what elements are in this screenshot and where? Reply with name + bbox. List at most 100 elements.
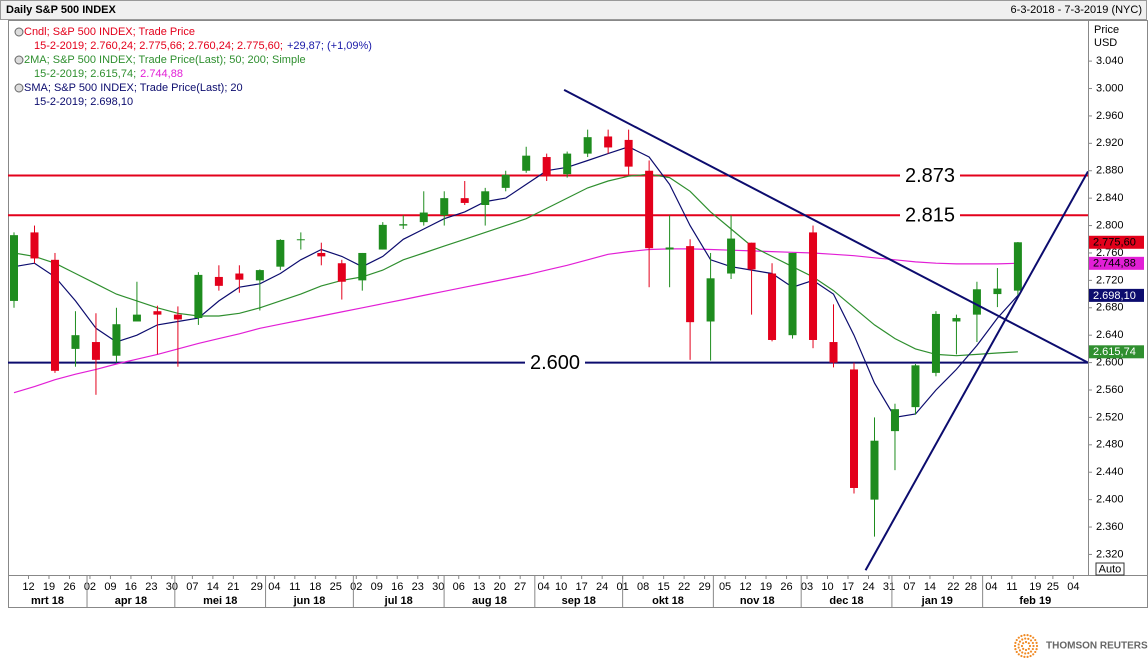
x-tick-label: 29 <box>251 581 263 593</box>
x-tick-label: 21 <box>227 581 239 593</box>
logo-dot <box>1021 651 1024 654</box>
level-label-bg <box>900 164 960 187</box>
level-label-bg <box>900 204 960 227</box>
x-tick-label: 08 <box>637 581 649 593</box>
x-tick-label: 04 <box>1067 581 1079 593</box>
x-tick-label: 22 <box>947 581 959 593</box>
candle-body <box>522 155 531 171</box>
date-range: 6-3-2018 - 7-3-2019 (NYC) <box>1011 4 1142 16</box>
candle-body <box>850 369 858 488</box>
x-tick-label: 06 <box>453 581 465 593</box>
candle-body <box>112 324 121 356</box>
candle-body <box>194 274 203 319</box>
candle-body <box>30 232 39 259</box>
candle-body <box>665 247 674 250</box>
legend-icon <box>14 55 24 65</box>
chart-title: Daily S&P 500 INDEX <box>6 4 117 16</box>
x-tick-label: 28 <box>965 581 977 593</box>
candle-body <box>173 314 182 320</box>
legend-icon <box>14 83 24 93</box>
logo-dot <box>1027 642 1030 645</box>
y-tick-label: 2.600 <box>1096 356 1124 368</box>
month-label: jul 18 <box>384 595 413 607</box>
candle-body <box>255 270 264 281</box>
y-tick-label: 2.760 <box>1096 247 1124 259</box>
x-tick-label: 09 <box>104 581 116 593</box>
legend-text: 15-2-2019; 2.760,24; 2.775,66; 2.760,24;… <box>34 40 283 52</box>
y-axis-title: USD <box>1094 37 1117 49</box>
moving-average-line <box>13 146 1019 419</box>
x-tick-label: 24 <box>596 581 608 593</box>
x-tick-label: 12 <box>22 581 34 593</box>
logo-dot <box>1031 641 1034 645</box>
logo-dot <box>1014 647 1017 651</box>
x-tick-label: 31 <box>883 581 895 593</box>
candle-body <box>132 314 141 322</box>
logo-dot <box>1022 647 1025 650</box>
logo-dot <box>1023 634 1026 637</box>
x-tick-label: 25 <box>330 581 342 593</box>
x-tick-label: 26 <box>63 581 75 593</box>
price-badge <box>1089 345 1144 359</box>
logo-dot <box>1024 640 1028 644</box>
candle-body <box>624 139 633 167</box>
x-tick-label: 17 <box>576 581 588 593</box>
candle-body <box>501 174 510 188</box>
logo-dot <box>1026 634 1029 637</box>
logo-dot <box>1013 644 1017 648</box>
x-tick-label: 04 <box>985 581 997 593</box>
x-tick-label: 04 <box>268 581 280 593</box>
candle-body <box>50 259 59 371</box>
price-badge-label: 2.744,88 <box>1093 258 1136 270</box>
candle-body <box>276 239 285 267</box>
candle-body <box>604 136 613 148</box>
legend-text: 2.744,88 <box>140 68 183 80</box>
logo-dot <box>1023 655 1026 658</box>
x-tick-label: 04 <box>537 581 549 593</box>
x-tick-label: 03 <box>801 581 813 593</box>
x-tick-label: 19 <box>1029 581 1041 593</box>
x-tick-label: 11 <box>289 581 300 593</box>
x-tick-label: 23 <box>412 581 424 593</box>
month-label: nov 18 <box>740 595 775 607</box>
logo-dot <box>1020 644 1024 648</box>
logo-dot <box>1014 641 1017 645</box>
x-tick-label: 25 <box>1047 581 1059 593</box>
x-tick-label: 07 <box>903 581 915 593</box>
logo-icon <box>1013 634 1039 658</box>
month-label: aug 18 <box>472 595 507 607</box>
y-tick-label: 2.960 <box>1096 110 1124 122</box>
x-tick-label: 12 <box>739 581 751 593</box>
x-tick-label: 27 <box>514 581 526 593</box>
logo-dot <box>1029 639 1033 642</box>
moving-average-line <box>13 173 1018 357</box>
trend-line <box>563 89 1088 364</box>
candle-body <box>542 157 551 177</box>
x-tick-label: 16 <box>125 581 137 593</box>
candle-body <box>358 252 367 281</box>
candle-body <box>911 365 920 408</box>
candle-body <box>337 263 346 282</box>
x-tick-label: 26 <box>780 581 792 593</box>
scale-mode[interactable]: Auto <box>1099 563 1122 575</box>
x-tick-label: 17 <box>842 581 854 593</box>
plot-area <box>8 89 1088 571</box>
logo-dot <box>1018 640 1022 643</box>
logo-dot <box>1029 634 1032 638</box>
month-label: jan 19 <box>921 595 953 607</box>
logo-dot <box>1020 634 1023 638</box>
y-tick-label: 2.320 <box>1096 548 1124 560</box>
x-tick-label: 29 <box>698 581 710 593</box>
candle-body <box>235 273 244 280</box>
y-tick-label: 2.640 <box>1096 329 1124 341</box>
x-tick-label: 02 <box>84 581 96 593</box>
y-tick-label: 2.480 <box>1096 439 1124 451</box>
candle-body <box>378 224 387 250</box>
candle-body <box>747 242 756 270</box>
x-tick-label: 15 <box>657 581 669 593</box>
logo-dot <box>1017 643 1020 646</box>
level-label: 2.815 <box>905 205 955 227</box>
x-tick-label: 16 <box>391 581 403 593</box>
candle-body <box>972 289 981 315</box>
scale-mode-box[interactable] <box>1095 562 1125 576</box>
